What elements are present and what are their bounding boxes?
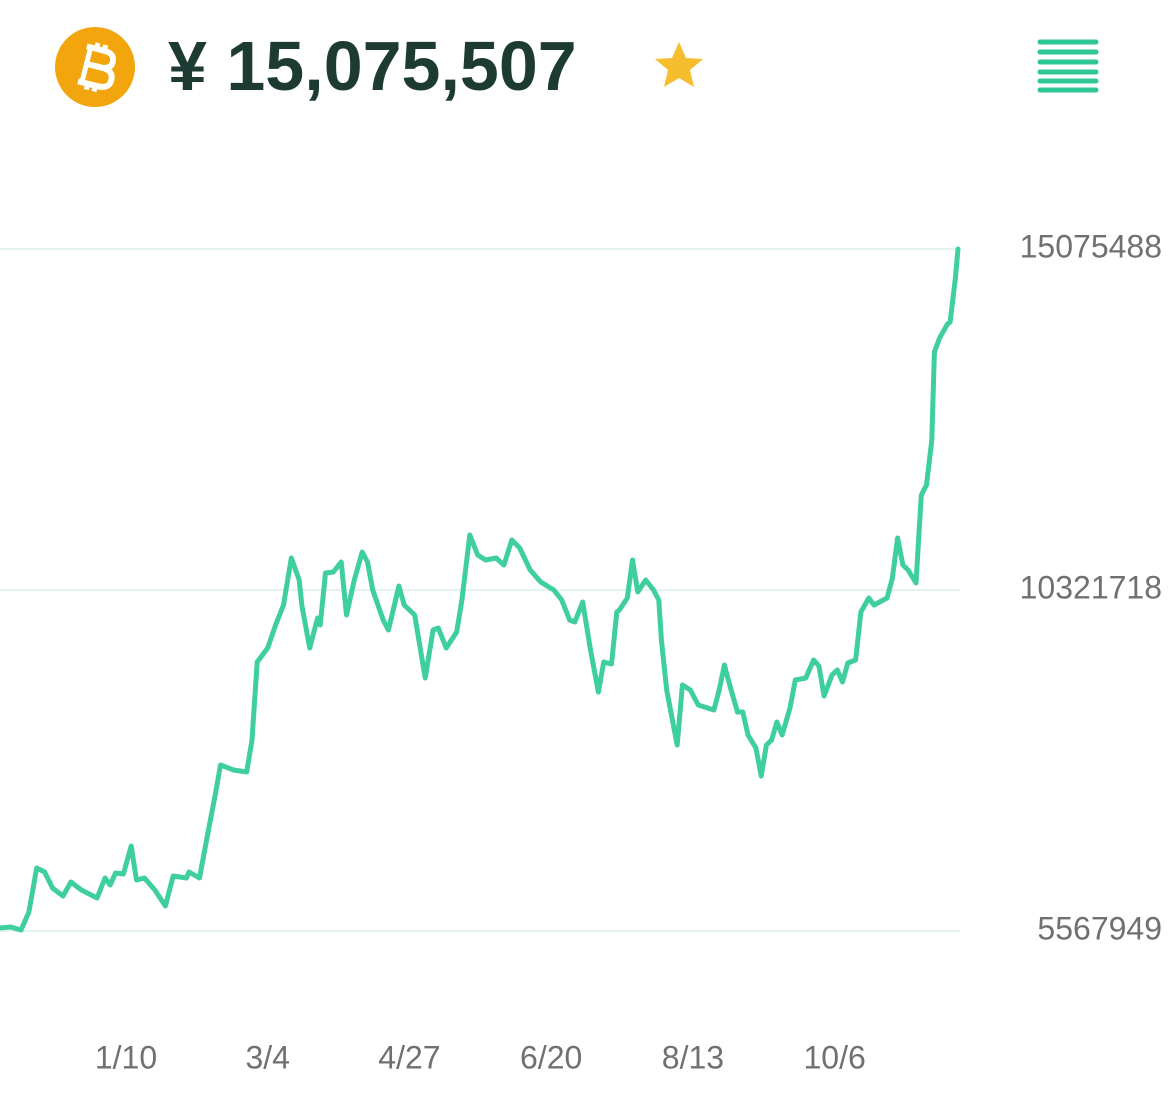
- x-tick-label: 8/13: [662, 1039, 724, 1075]
- price: ¥ 15,075,507: [168, 27, 577, 105]
- x-tick-label: 1/10: [95, 1039, 157, 1075]
- x-tick-label: 3/4: [245, 1039, 289, 1075]
- menu-button[interactable]: [1037, 39, 1099, 93]
- y-tick-label: 10321718: [1020, 569, 1162, 605]
- y-tick-label: 5567949: [1037, 910, 1162, 946]
- coin-icon: [55, 27, 135, 107]
- price-line: [0, 246, 961, 933]
- favorite-star[interactable]: [655, 42, 703, 87]
- coin-symbol: [77, 42, 117, 93]
- x-tick-label: 4/27: [378, 1039, 440, 1075]
- y-tick-label: 15075488: [1020, 228, 1162, 264]
- x-tick-label: 6/20: [520, 1039, 582, 1075]
- x-tick-label: 10/6: [804, 1039, 866, 1075]
